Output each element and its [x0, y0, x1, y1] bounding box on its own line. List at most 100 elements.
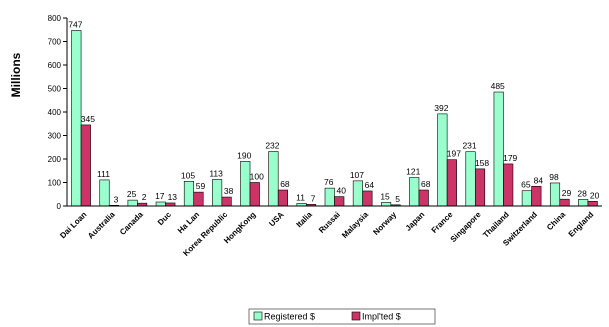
bar-implemented: [418, 189, 429, 207]
data-label-implemented: 59: [196, 181, 206, 191]
y-tick-label: 700: [48, 38, 62, 47]
data-label-implemented: 38: [224, 186, 234, 196]
data-label-registered: 747: [68, 19, 82, 29]
x-category-label: Ha Lan: [176, 210, 201, 235]
y-axis: 0 100 200 300 400 500 600 700 800: [48, 14, 68, 211]
data-label-implemented: 68: [421, 179, 431, 189]
bar-registered: [409, 177, 420, 207]
y-tick-label: 300: [48, 132, 62, 141]
x-category-label: Japan: [404, 210, 427, 233]
bars: [71, 30, 598, 207]
data-label-implemented: 158: [475, 158, 489, 168]
x-category-label: Malaysia: [340, 210, 370, 240]
x-category-label: Dai Loan: [58, 210, 88, 240]
bar-registered: [381, 202, 392, 207]
x-category-label: Canada: [118, 210, 145, 237]
legend-frame: [248, 308, 436, 325]
y-tick-label: 800: [48, 14, 62, 23]
bar-implemented: [559, 198, 570, 207]
bar-implemented: [503, 163, 514, 207]
x-category-label: USA: [267, 210, 285, 228]
x-category-label: England: [567, 210, 596, 239]
bar-registered: [465, 151, 476, 207]
data-label-implemented: 3: [114, 194, 119, 204]
data-label-implemented: 345: [81, 114, 95, 124]
data-label-implemented: 197: [447, 149, 461, 159]
bar-registered: [212, 179, 223, 207]
bar-registered: [549, 182, 561, 207]
data-label-registered: 105: [181, 170, 195, 180]
bar-registered: [578, 199, 589, 207]
data-label-registered: 98: [549, 172, 559, 182]
bar-implemented: [531, 185, 542, 207]
legend-label-implemented: Impl'ted $: [362, 312, 401, 322]
x-category-label: France: [430, 210, 455, 235]
data-label-implemented: 64: [365, 180, 375, 190]
bar-registered: [99, 179, 110, 207]
x-category-label: China: [545, 210, 567, 232]
bar-registered: [437, 113, 448, 207]
data-label-registered: 190: [237, 150, 251, 160]
data-label-registered: 485: [491, 81, 505, 91]
data-label-implemented: 29: [562, 188, 572, 198]
legend-swatch-implemented: [351, 311, 361, 321]
data-label-registered: 25: [127, 189, 137, 199]
bar-registered: [240, 161, 251, 207]
bar-implemented: [587, 201, 598, 207]
bar-registered: [324, 187, 335, 207]
bar-implemented: [249, 182, 260, 207]
data-label-registered: 113: [209, 168, 223, 178]
bar-registered: [127, 199, 138, 207]
data-label-implemented: 2: [142, 192, 147, 202]
bar-registered: [183, 181, 195, 207]
x-category-label: Russai: [317, 210, 342, 235]
bar-implemented: [362, 190, 373, 207]
data-label-registered: 11: [296, 192, 305, 202]
data-label-registered: 65: [521, 180, 531, 190]
y-tick-label: 100: [48, 179, 62, 188]
data-label-registered: 232: [265, 140, 279, 150]
data-label-registered: 231: [462, 141, 476, 151]
x-category-label: Australia: [86, 210, 117, 241]
x-category-label: Italia: [294, 210, 314, 230]
bar-registered: [268, 151, 279, 207]
data-label-registered: 28: [577, 188, 587, 198]
bar-implemented: [193, 191, 204, 207]
data-label-registered: 107: [350, 170, 364, 180]
data-label-implemented: 5: [395, 194, 400, 204]
y-tick-label: 0: [57, 202, 62, 211]
bar-implemented: [334, 196, 345, 207]
data-label-implemented: 179: [503, 153, 517, 163]
legend-label-registered: Registered $: [264, 312, 315, 322]
y-tick-label: 400: [48, 108, 62, 117]
x-category-label: Singapore: [449, 210, 483, 244]
legend: Registered $ Impl'ted $: [248, 308, 436, 325]
bar-implemented: [474, 168, 486, 207]
bar-implemented: [221, 196, 232, 207]
bar-implemented: [446, 159, 457, 207]
data-label-registered: 121: [406, 167, 420, 177]
data-label-registered: 17: [155, 191, 165, 201]
bar-registered: [521, 190, 532, 207]
bar-implemented: [80, 124, 91, 207]
x-category-label: Norway: [371, 210, 398, 237]
data-label-registered: 15: [380, 191, 390, 201]
bar-registered: [352, 180, 363, 207]
y-axis-label: Millions: [9, 52, 23, 97]
y-tick-label: 600: [48, 61, 62, 70]
data-label-registered: 111: [97, 169, 110, 179]
data-label-registered: 392: [434, 103, 448, 113]
data-label-registered: 76: [324, 177, 334, 187]
data-label-implemented: 20: [590, 190, 600, 200]
y-tick-label: 500: [48, 85, 62, 94]
bar-registered: [493, 91, 504, 207]
bar-registered: [155, 201, 166, 207]
y-tick-label: 200: [48, 155, 62, 164]
data-label-implemented: 100: [250, 172, 264, 182]
bar-registered: [71, 30, 82, 207]
data-label-implemented: 13: [168, 192, 178, 202]
data-label-implemented: 7: [311, 193, 316, 203]
